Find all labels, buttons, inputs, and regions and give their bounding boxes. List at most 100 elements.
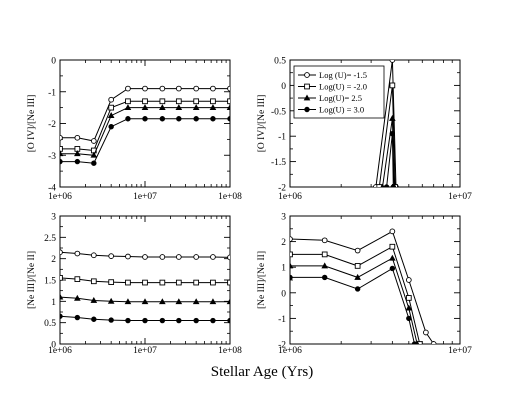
y-tick-label: -2 [278, 341, 286, 351]
data-point [210, 98, 216, 105]
data-point [405, 295, 412, 301]
data-point [108, 123, 114, 130]
data-point [141, 298, 149, 305]
data-point [60, 293, 64, 300]
data-point [108, 253, 115, 259]
data-point [125, 253, 131, 260]
series-line-4 [60, 118, 230, 164]
x-tick-label: 1e+06 [48, 192, 72, 202]
data-point [383, 184, 390, 187]
figure-xlabel: Stellar Age (Yrs) [211, 364, 313, 380]
data-point [159, 317, 166, 324]
data-point [108, 96, 115, 103]
data-point [125, 85, 131, 92]
legend-entry: Log(U)= 2.5 [319, 93, 362, 103]
x-tick-label: 1e+07 [448, 192, 472, 202]
data-point [90, 278, 97, 285]
data-point [227, 116, 230, 122]
data-point [176, 317, 182, 324]
legend-entry: Log (U)= -1.5 [319, 70, 367, 80]
panel-top-left: 1e+06 1e+07 1e+08 -4 -3 -2 -1 0 [O IV]/[Ne III] [27, 57, 242, 203]
data-point [290, 236, 293, 242]
y-tick-label: -1 [278, 315, 286, 325]
x-tick-label: 1e+07 [133, 192, 157, 202]
data-point [60, 275, 63, 281]
data-point [389, 243, 396, 250]
plot-area [373, 60, 399, 187]
legend-entry: Log(U) = 3.0 [319, 105, 364, 115]
data-point [142, 85, 148, 92]
data-point [142, 116, 148, 122]
series-line-2 [290, 245, 421, 344]
y-tick-label: 3 [281, 213, 286, 223]
y-tick-label: 1 [281, 264, 286, 274]
data-point [389, 228, 396, 235]
data-point [389, 254, 396, 261]
y-tick-label: 0.5 [274, 57, 286, 67]
data-point [60, 249, 63, 256]
data-point [60, 158, 63, 165]
y-tick-label: 0 [51, 341, 56, 351]
series-line-3 [60, 107, 230, 156]
data-point [60, 134, 63, 141]
data-point [193, 116, 199, 122]
panel-top-right: 1e+06 1e+07 -2 -1.5 -1 -0.5 0 0.5 [O IV]/[Ne III… [257, 57, 472, 203]
data-point [159, 298, 166, 305]
data-point [321, 251, 328, 258]
data-point [406, 315, 412, 322]
data-point [159, 85, 166, 92]
data-point [210, 317, 216, 324]
data-point [159, 279, 166, 286]
data-point [60, 313, 63, 319]
data-point [193, 85, 200, 92]
data-point [354, 286, 361, 292]
data-point [91, 160, 97, 166]
data-point [354, 247, 361, 254]
y-tick-label: -1 [48, 88, 56, 98]
series-line-1 [290, 230, 435, 344]
plot-frame [289, 215, 461, 345]
data-point [124, 298, 132, 305]
y-tick-label: 0 [281, 289, 286, 299]
data-point [389, 265, 396, 272]
data-point [176, 116, 182, 122]
data-point [175, 279, 182, 286]
panel-bottom-left: 1e+06 1e+07 1e+08 0 0.5 1 1.5 2 2.5 3 [Ne III]/[Ne… [27, 213, 242, 357]
y-tick-label: -1.5 [271, 158, 286, 168]
y-tick-label: -1 [278, 133, 286, 143]
y-tick-label: 1.5 [44, 277, 56, 287]
y-axis-label: [Ne III]/[Ne II] [27, 251, 37, 309]
data-point [227, 98, 230, 105]
data-point [175, 254, 182, 260]
legend-marker [304, 106, 310, 113]
panels: 1e+06 1e+07 1e+08-4-3-2-10[O IV]/[Ne III]1… [27, 57, 472, 357]
data-point [60, 150, 64, 157]
data-point [423, 329, 429, 336]
data-point [91, 316, 97, 322]
data-point [74, 150, 81, 157]
x-tick-label: 1e+07 [133, 346, 157, 356]
data-point [389, 60, 396, 63]
data-point [107, 112, 115, 118]
plot-area [60, 249, 230, 324]
data-point [390, 184, 396, 187]
data-point [227, 279, 230, 286]
series-line-3 [290, 257, 418, 344]
data-point [175, 85, 182, 92]
y-tick-label: -2 [278, 184, 286, 194]
data-point [193, 279, 200, 286]
data-point [90, 138, 97, 144]
data-point [60, 146, 63, 152]
data-point [321, 237, 328, 244]
y-tick-label: -0.5 [271, 107, 286, 117]
data-point [210, 254, 216, 260]
x-tick-label: 1e+06 [278, 192, 302, 202]
legend-marker [304, 83, 310, 90]
data-point [175, 298, 183, 305]
series-line-4 [290, 267, 415, 344]
y-tick-label: 0 [281, 82, 286, 92]
y-tick-label: 2 [51, 255, 56, 265]
data-point [192, 104, 200, 111]
data-point [290, 274, 293, 281]
